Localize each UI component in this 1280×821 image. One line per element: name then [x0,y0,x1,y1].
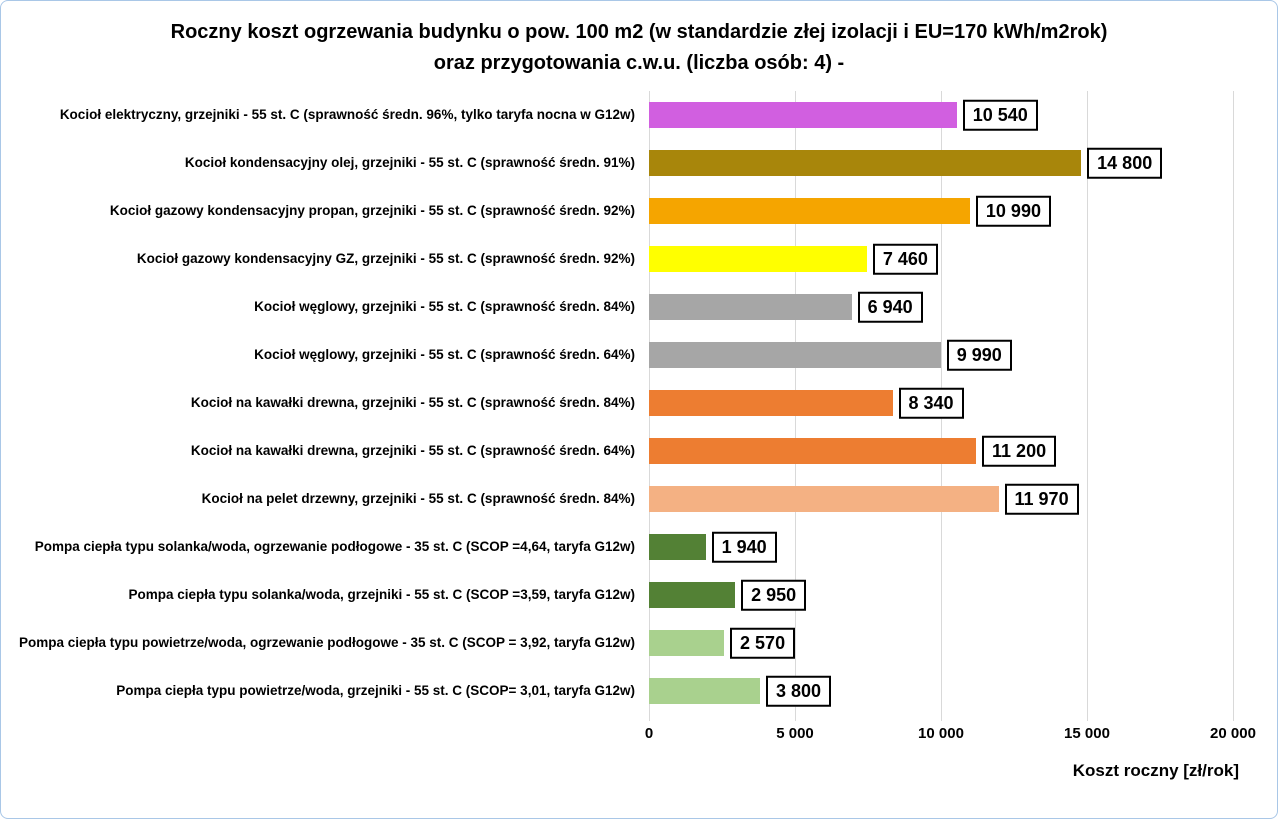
bar [649,342,941,368]
bar-value-label: 6 940 [857,291,923,323]
bar-value-label: 9 990 [946,339,1012,371]
bar-row: Pompa ciepła typu powietrze/woda, ogrzew… [1,619,1277,667]
bar [649,438,977,464]
bar-row: Kocioł elektryczny, grzejniki - 55 st. C… [1,91,1277,139]
gridline [1233,91,1234,721]
bar-track: 14 800 [649,147,1233,179]
bar-row: Pompa ciepła typu solanka/woda, grzejnik… [1,571,1277,619]
bar-row: Kocioł kondensacyjny olej, grzejniki - 5… [1,139,1277,187]
bar-value-label: 3 800 [765,675,831,707]
bar-label: Kocioł na kawałki drewna, grzejniki - 55… [190,442,635,458]
bar-row: Kocioł gazowy kondensacyjny propan, grze… [1,187,1277,235]
bar-label: Pompa ciepła typu powietrze/woda, ogrzew… [18,634,635,650]
bar [649,630,725,656]
bar [649,390,893,416]
bar-row: Kocioł na pelet drzewny, grzejniki - 55 … [1,475,1277,523]
bar-label: Kocioł na kawałki drewna, grzejniki - 55… [190,394,635,410]
bar-track: 11 200 [649,435,1233,467]
bar-label: Kocioł gazowy kondensacyjny GZ, grzejnik… [136,250,635,266]
bar-track: 3 800 [649,675,1233,707]
bar [649,198,970,224]
gridline [1087,91,1088,721]
bar-track: 8 340 [649,387,1233,419]
x-tick-label: 20 000 [1210,725,1256,742]
bar-row: Kocioł gazowy kondensacyjny GZ, grzejnik… [1,235,1277,283]
bar [649,150,1082,176]
bar-value-label: 8 340 [898,387,964,419]
bar-track: 1 940 [649,531,1233,563]
bar-value-label: 10 990 [975,195,1051,227]
bar [649,486,999,512]
bar-label: Kocioł gazowy kondensacyjny propan, grze… [109,202,635,218]
x-axis-ticks: 0 5 000 10 000 15 000 20 000 [645,723,1256,753]
bar-track: 2 950 [649,579,1233,611]
bar-track: 7 460 [649,243,1233,275]
x-tick-label: 10 000 [918,725,964,742]
x-tick-label: 5 000 [776,725,814,742]
bar-value-label: 2 950 [741,579,807,611]
chart-plot-area: Kocioł elektryczny, grzejniki - 55 st. C… [1,91,1277,721]
bar-value-label: 2 570 [730,627,796,659]
bar-row: Kocioł węglowy, grzejniki - 55 st. C (sp… [1,283,1277,331]
bar [649,294,852,320]
bar-value-label: 10 540 [962,99,1038,131]
bar [649,246,867,272]
bar-track: 9 990 [649,339,1233,371]
bar-value-label: 14 800 [1087,147,1163,179]
x-tick-label: 0 [644,725,654,742]
bar [649,678,760,704]
bar-track: 10 540 [649,99,1233,131]
bar-label: Kocioł węglowy, grzejniki - 55 st. C (sp… [254,346,635,362]
bar-label: Pompa ciepła typu powietrze/woda, grzejn… [116,682,635,698]
chart-rows: Kocioł elektryczny, grzejniki - 55 st. C… [1,91,1277,715]
bar-track: 2 570 [649,627,1233,659]
bar-label: Pompa ciepła typu solanka/woda, ogrzewan… [34,538,635,554]
x-tick-label: 15 000 [1064,725,1110,742]
bar-value-label: 1 940 [711,531,777,563]
bar [649,582,736,608]
bar-track: 11 970 [649,483,1233,515]
bar-value-label: 11 970 [1004,483,1079,515]
bar-label: Kocioł węglowy, grzejniki - 55 st. C (sp… [254,298,635,314]
bar-label: Kocioł elektryczny, grzejniki - 55 st. C… [59,106,635,122]
bar [649,102,957,128]
bar-row: Kocioł węglowy, grzejniki - 55 st. C (sp… [1,331,1277,379]
bar-label: Kocioł na pelet drzewny, grzejniki - 55 … [201,490,635,506]
bar-track: 6 940 [649,291,1233,323]
bar-value-label: 11 200 [982,435,1057,467]
bar-value-label: 7 460 [872,243,938,275]
bar-track: 10 990 [649,195,1233,227]
bar-row: Pompa ciepła typu powietrze/woda, grzejn… [1,667,1277,715]
bar-row: Pompa ciepła typu solanka/woda, ogrzewan… [1,523,1277,571]
bar [649,534,706,560]
bar-label: Pompa ciepła typu solanka/woda, grzejnik… [128,586,635,602]
chart-title: Roczny koszt ogrzewania budynku o pow. 1… [170,21,1108,74]
bar-label: Kocioł kondensacyjny olej, grzejniki - 5… [184,154,635,170]
bar-row: Kocioł na kawałki drewna, grzejniki - 55… [1,379,1277,427]
x-axis-label: Koszt roczny [zł/rok] [1072,761,1239,780]
bar-row: Kocioł na kawałki drewna, grzejniki - 55… [1,427,1277,475]
